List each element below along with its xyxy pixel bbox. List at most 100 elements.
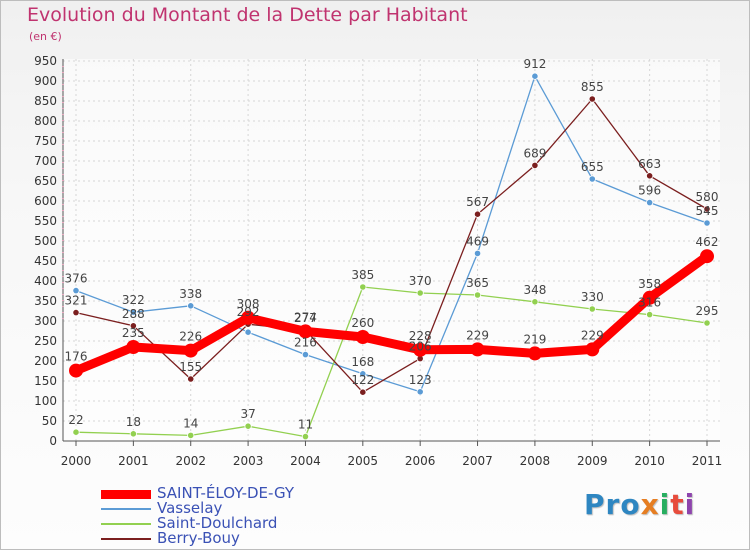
data-label: 168 <box>351 355 374 369</box>
data-label: 295 <box>696 304 719 318</box>
data-point <box>588 305 596 313</box>
y-tick-label: 650 <box>34 174 57 188</box>
x-tick-label: 2002 <box>175 454 206 468</box>
data-label: 176 <box>65 350 88 364</box>
data-point <box>531 298 539 306</box>
data-label: 274 <box>294 310 317 324</box>
data-label: 288 <box>122 307 145 321</box>
data-label: 14 <box>183 416 198 430</box>
data-label: 365 <box>466 276 489 290</box>
data-label: 219 <box>523 332 546 346</box>
y-tick-label: 350 <box>34 294 57 308</box>
data-label: 226 <box>179 330 202 344</box>
legend-swatch <box>101 538 151 540</box>
y-tick-label: 600 <box>34 194 57 208</box>
y-tick-label: 200 <box>34 354 57 368</box>
y-tick-label: 150 <box>34 374 57 388</box>
y-tick-label: 950 <box>34 54 57 68</box>
data-point <box>244 328 252 336</box>
data-point <box>241 310 256 325</box>
data-point <box>126 340 141 354</box>
series-line <box>75 98 708 393</box>
data-point <box>301 350 310 359</box>
legend-label: Berry-Bouy <box>157 529 240 547</box>
data-point <box>359 283 367 291</box>
data-point <box>301 432 310 441</box>
y-tick-label: 300 <box>34 314 57 328</box>
data-label: 596 <box>638 184 661 198</box>
series-line <box>75 75 708 393</box>
x-tick-label: 2010 <box>634 454 665 468</box>
y-tick-label: 750 <box>34 134 57 148</box>
legend-swatch <box>101 490 151 499</box>
x-tick-label: 2000 <box>61 454 92 468</box>
data-label: 277 <box>294 311 317 325</box>
legend-swatch <box>101 508 151 510</box>
series-line <box>71 251 712 376</box>
data-point <box>473 210 482 218</box>
data-label: 855 <box>581 80 604 94</box>
data-label: 22 <box>68 413 83 427</box>
proxiti-logo: Proxiti <box>584 488 696 521</box>
data-label: 689 <box>523 146 546 160</box>
y-tick-label: 450 <box>34 254 57 268</box>
y-tick-label: 850 <box>34 94 57 108</box>
data-label: 358 <box>638 277 661 291</box>
data-label: 655 <box>581 160 604 174</box>
data-point <box>588 95 596 103</box>
data-point <box>187 302 195 310</box>
y-tick-label: 550 <box>34 214 57 228</box>
data-point <box>183 343 198 358</box>
data-point <box>129 308 137 316</box>
legend-label: SAINT-ÉLOY-DE-GY <box>157 484 295 502</box>
unit-label: (en €) <box>29 30 62 43</box>
data-label: 567 <box>466 195 489 209</box>
data-label: 308 <box>237 297 260 311</box>
data-label: 580 <box>696 190 719 204</box>
data-point <box>473 249 482 257</box>
data-point <box>646 172 654 180</box>
data-label: 229 <box>581 328 604 342</box>
x-tick-label: 2007 <box>462 454 493 468</box>
x-tick-label: 2006 <box>405 454 436 468</box>
data-label: 322 <box>122 293 145 307</box>
data-point <box>244 422 252 430</box>
y-tick-label: 50 <box>42 414 57 428</box>
data-label: 376 <box>65 272 88 286</box>
y-tick-label: 400 <box>34 274 57 288</box>
data-label: 370 <box>409 274 432 288</box>
y-tick-label: 500 <box>34 234 57 248</box>
data-point <box>588 175 596 183</box>
data-point <box>72 286 80 295</box>
x-tick-label: 2009 <box>577 454 608 468</box>
data-label: 18 <box>126 415 141 429</box>
data-point <box>703 319 711 327</box>
data-label: 235 <box>122 326 145 340</box>
x-tick-label: 2001 <box>118 454 149 468</box>
data-label: 462 <box>696 235 719 249</box>
y-tick-label: 800 <box>34 114 57 128</box>
data-label: 260 <box>351 316 374 330</box>
data-label: 123 <box>409 373 432 387</box>
data-label: 11 <box>298 418 313 432</box>
data-label: 330 <box>581 290 604 304</box>
data-point <box>646 199 654 207</box>
x-tick-label: 2011 <box>692 454 723 468</box>
x-tick-label: 2004 <box>290 454 321 468</box>
data-label: 155 <box>179 360 202 374</box>
data-point <box>413 342 428 357</box>
data-point <box>298 324 313 339</box>
data-label: 206 <box>409 340 432 354</box>
data-label: 663 <box>638 157 661 171</box>
data-point <box>187 375 195 383</box>
x-tick-label: 2005 <box>348 454 379 468</box>
x-tick-label: 2008 <box>520 454 551 468</box>
data-label: 385 <box>351 268 374 282</box>
data-point <box>129 322 137 330</box>
data-point <box>531 161 539 169</box>
y-tick-label: 250 <box>34 334 57 348</box>
data-label: 469 <box>466 234 489 248</box>
data-label: 229 <box>466 328 489 342</box>
data-point <box>416 388 424 396</box>
